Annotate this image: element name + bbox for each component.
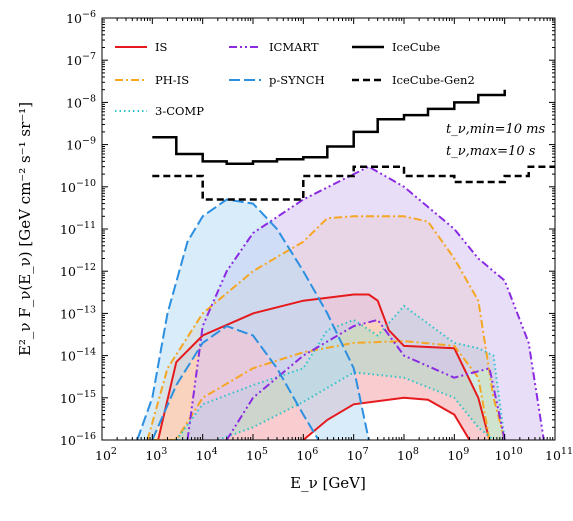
x-tick-label: 102 — [95, 446, 117, 463]
x-tick-label: 108 — [397, 446, 419, 463]
x-tick-label: 1011 — [545, 446, 573, 463]
x-tick-label: 109 — [447, 446, 469, 463]
line-ph-is-upper — [146, 215, 506, 440]
band-p-synch — [137, 199, 369, 440]
y-tick-label: 10−12 — [60, 262, 96, 279]
band-fills — [137, 166, 544, 440]
series-lines — [136, 165, 545, 440]
line-is-upper — [157, 293, 491, 440]
y-tick-label: 10−8 — [66, 93, 96, 110]
annotation-tmin: t_ν,min=10 ms — [446, 122, 546, 137]
x-tick-label: 1010 — [495, 446, 523, 463]
y-tick-labels: 10−16 10−15 10−14 10−13 10−12 10−11 10−10 10−9 1… — [60, 9, 96, 448]
legend-label-p-synch: p-SYNCH — [269, 73, 325, 87]
legend-label-is: IS — [155, 40, 168, 54]
line-p-synch-upper — [136, 198, 370, 440]
legend-label-icecube-gen2: IceCube-Gen2 — [392, 73, 475, 87]
sensitivity-lines — [152, 89, 555, 201]
x-tick-label: 103 — [145, 446, 167, 463]
line-3-comp-lower — [217, 371, 495, 440]
step-line-icecube-gen2 — [152, 165, 555, 201]
legend: IS PH-IS 3-COMP ICMART p-SYNCH IceCube IceCube… — [115, 40, 475, 118]
annotation-tmax: t_ν,max=10 s — [446, 144, 536, 159]
x-tick-label: 107 — [347, 446, 369, 463]
line-p-synch-lower — [151, 324, 320, 440]
x-tick-label: 106 — [296, 446, 318, 463]
line-is-lower — [302, 396, 471, 440]
y-tick-label: 10−16 — [60, 431, 96, 448]
legend-label-icecube: IceCube — [392, 40, 440, 54]
x-tick-label: 104 — [196, 446, 218, 463]
y-axis-label: E²_ν F_ν(E_ν) [GeV cm⁻² s⁻¹ sr⁻¹] — [16, 102, 34, 356]
axis-ticks — [101, 17, 556, 441]
line-icmart-upper — [186, 165, 545, 440]
y-tick-label: 10−11 — [60, 220, 96, 237]
y-tick-label: 10−7 — [66, 51, 96, 68]
x-tick-labels: 102 103 104 105 106 107 108 109 1010 1011 — [95, 446, 573, 463]
y-tick-label: 10−10 — [60, 178, 96, 195]
step-line-icecube — [152, 89, 506, 166]
y-tick-label: 10−15 — [60, 389, 96, 406]
x-axis-label: E_ν [GeV] — [290, 474, 366, 492]
y-tick-label: 10−6 — [66, 9, 96, 26]
y-tick-label: 10−14 — [60, 347, 96, 364]
line-3-comp-upper — [175, 304, 506, 440]
legend-label-icmart: ICMART — [269, 40, 319, 54]
x-tick-label: 105 — [246, 446, 268, 463]
line-icmart-lower — [225, 318, 506, 440]
legend-label-ph-is: PH-IS — [155, 73, 189, 87]
y-tick-label: 10−13 — [60, 304, 96, 321]
y-tick-label: 10−9 — [66, 136, 96, 153]
legend-label-3-comp: 3-COMP — [155, 104, 204, 118]
